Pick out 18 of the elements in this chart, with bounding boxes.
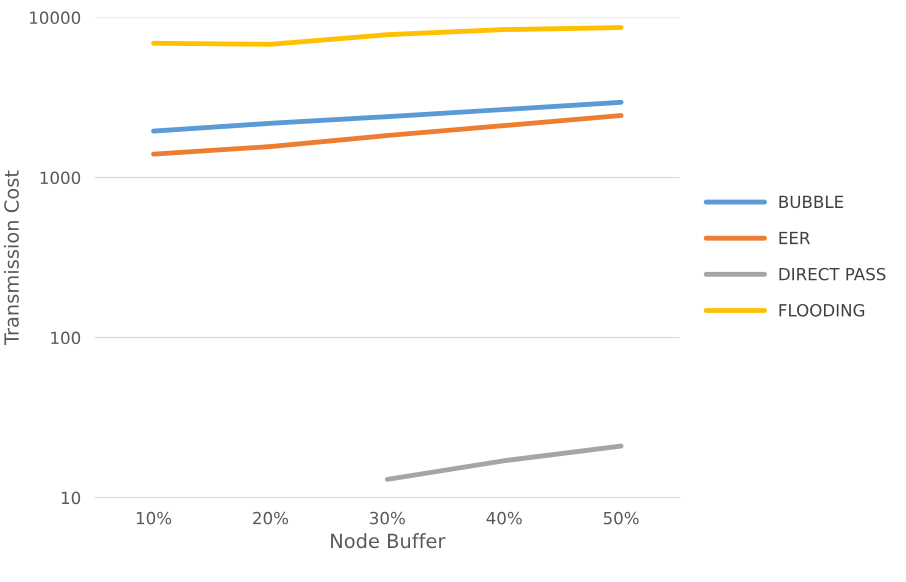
x-tick-label: 40% — [486, 512, 522, 524]
y-tick-label: 1000 — [40, 171, 80, 184]
legend-label: EER — [779, 232, 810, 244]
y-tick-label: 100 — [51, 332, 80, 344]
legend-label: DIRECT PASS — [779, 268, 886, 280]
y-axis-title: Transmission Cost — [4, 170, 19, 346]
x-tick-label: 50% — [604, 512, 639, 524]
line-series — [151, 113, 624, 157]
line-series — [151, 25, 624, 47]
x-tick-label: 10% — [136, 512, 172, 524]
line-series — [151, 100, 624, 134]
y-tick-label: 10000 — [30, 11, 80, 24]
x-axis-title: Node Buffer — [331, 533, 446, 548]
legend-label: FLOODING — [779, 304, 864, 317]
x-tick-label: 20% — [253, 512, 288, 524]
legend-label: BUBBLE — [779, 196, 844, 208]
y-tick-label: 10 — [62, 492, 80, 504]
x-tick-label: 30% — [370, 512, 405, 524]
